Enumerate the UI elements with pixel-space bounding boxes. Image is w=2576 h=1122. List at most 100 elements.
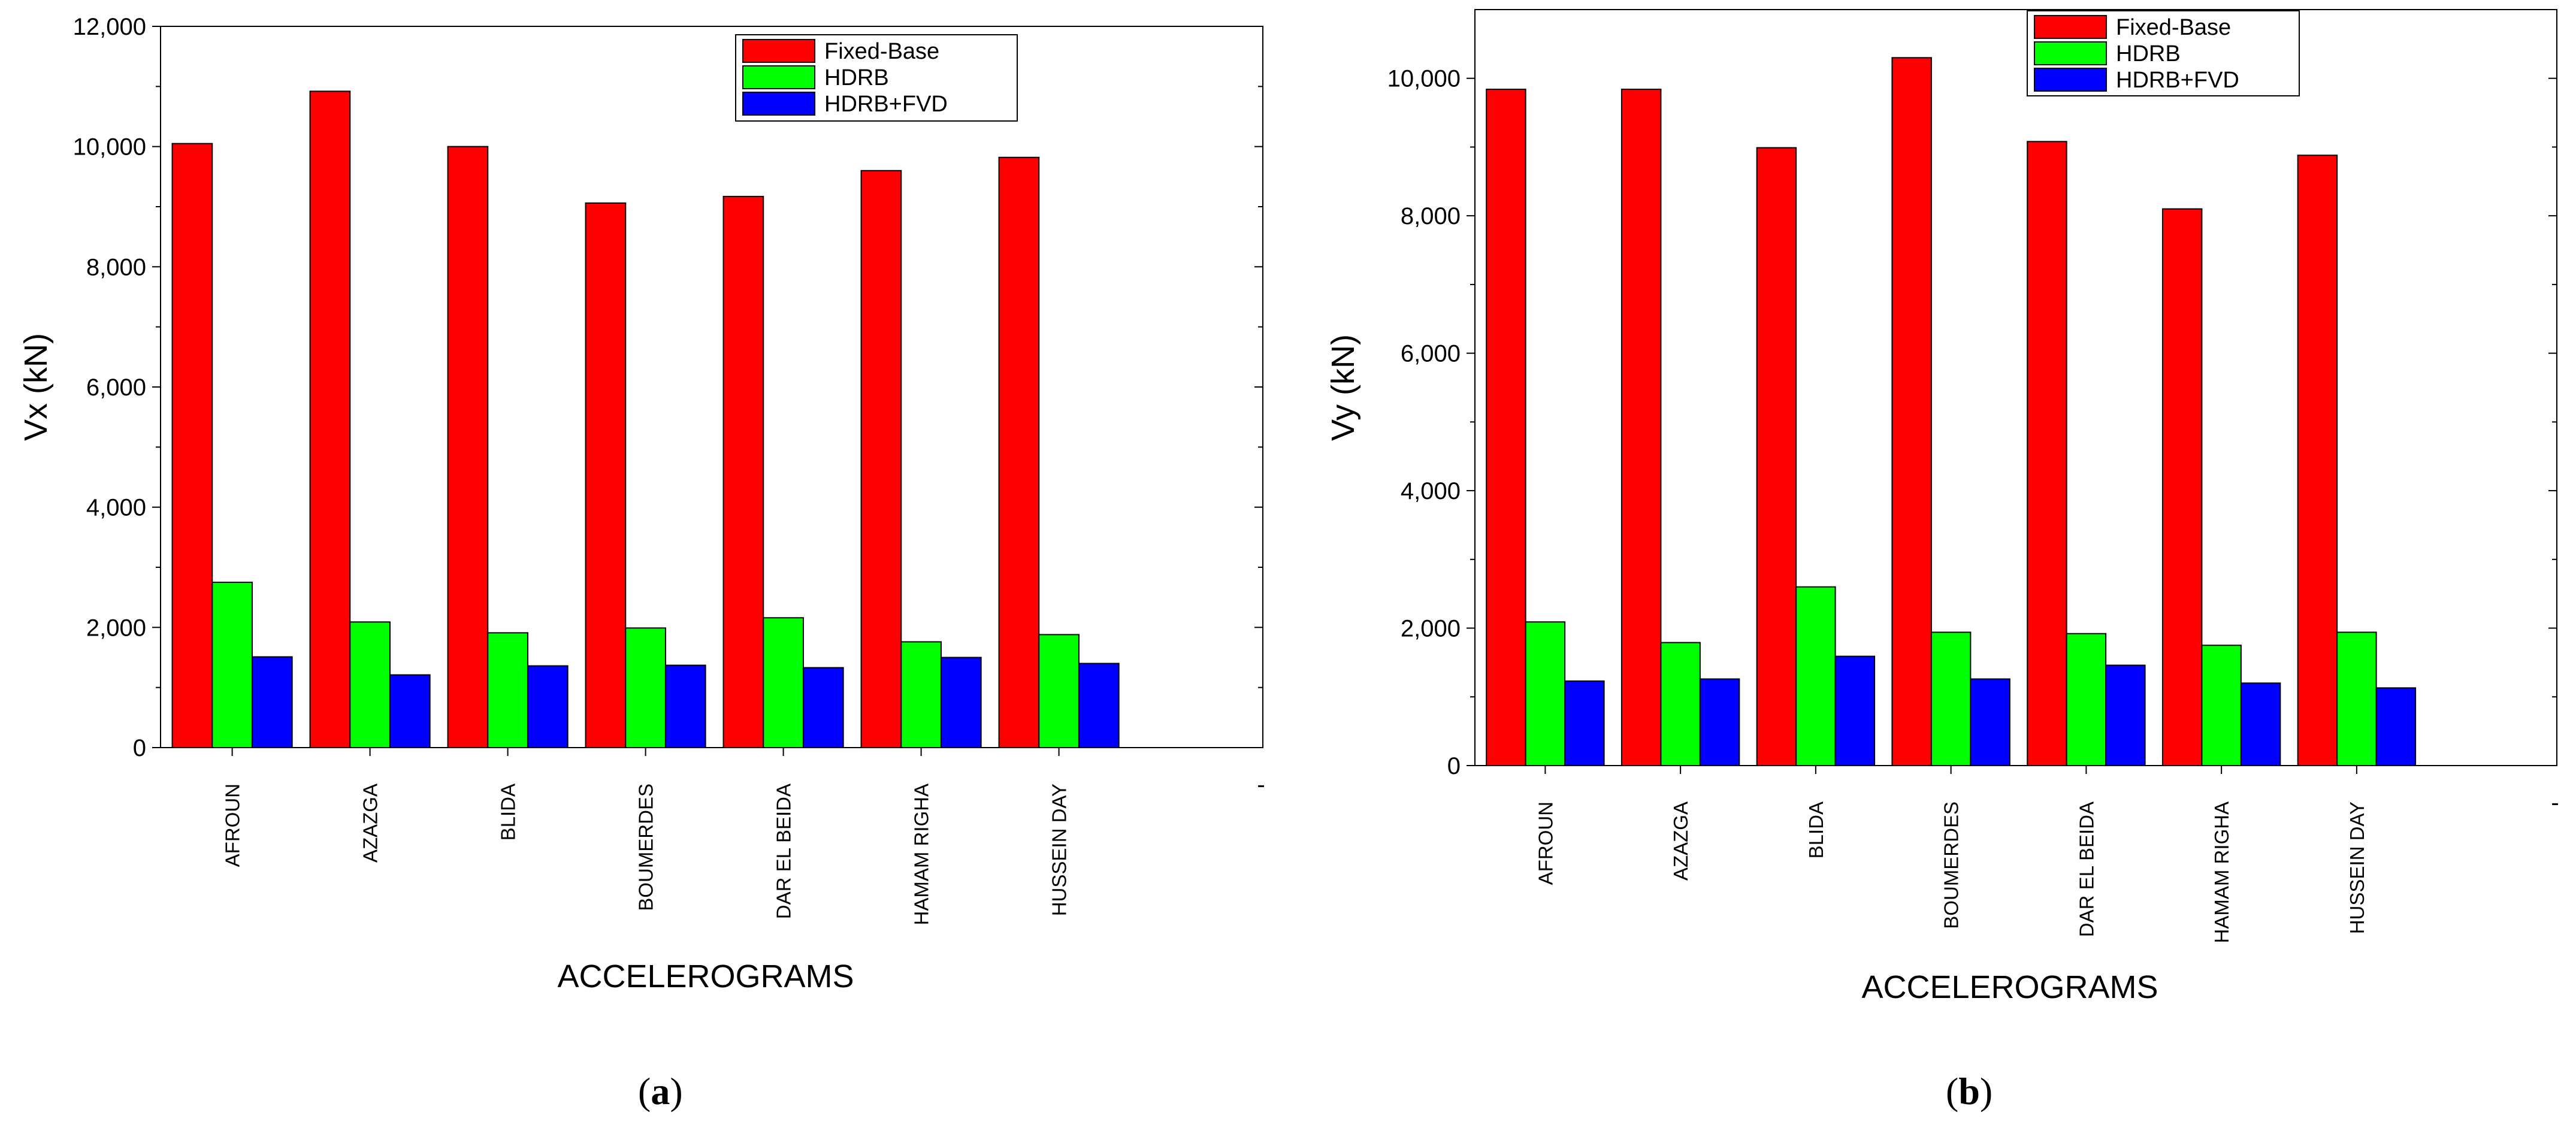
bar-fixed-base-dar-el-beida	[2027, 141, 2067, 766]
legend-swatch-hdrb-fvd	[742, 92, 815, 116]
x-extra-tick-label: -	[2551, 790, 2559, 816]
bar-hdrb-fvd-dar-el-beida	[802, 667, 844, 748]
y-tick-label: 10,000	[1387, 66, 1461, 92]
y-tick-label: 4,000	[1401, 478, 1461, 504]
x-tick-label: BOUMERDES	[1940, 802, 1963, 929]
bar-hdrb-boumerdes	[1930, 631, 1972, 766]
bar-hdrb-hamam-righa	[2201, 645, 2242, 767]
x-tick-label: AZAZGA	[1670, 802, 1692, 881]
bar-hdrb-fvd-hussein-day	[1078, 663, 1120, 748]
x-tick-label: BOUMERDES	[635, 784, 657, 911]
bar-hdrb-fvd-hamam-righa	[2240, 682, 2281, 766]
legend-swatch-hdrb	[2034, 41, 2107, 65]
x-axis-label: ACCELEROGRAMS	[1861, 969, 2158, 1005]
bar-hdrb-dar-el-beida	[2066, 633, 2107, 766]
bar-fixed-base-boumerdes	[1891, 57, 1932, 767]
legend-swatch-hdrb-fvd	[2034, 68, 2107, 92]
caption-paren-close: )	[1980, 1070, 1993, 1112]
x-tick-label: BLIDA	[497, 784, 519, 840]
bar-hdrb-fvd-boumerdes	[1970, 678, 2010, 766]
legend-label: Fixed-Base	[824, 39, 939, 64]
x-tick-label: BLIDA	[1805, 802, 1827, 858]
bar-fixed-base-dar-el-beida	[722, 195, 764, 748]
bar-fixed-base-azazga	[1620, 89, 1662, 767]
bar-fixed-base-boumerdes	[585, 202, 627, 749]
bar-fixed-base-hussein-day	[998, 156, 1040, 748]
bar-fixed-base-blida	[1756, 147, 1797, 767]
bar-hdrb-boumerdes	[625, 627, 666, 748]
x-tick-label: AFROUN	[1534, 802, 1556, 885]
bar-hdrb-afroun	[1525, 621, 1566, 766]
bar-hdrb-fvd-afroun	[1564, 680, 1605, 767]
bar-hdrb-hamam-righa	[900, 641, 942, 748]
chart-panel-b: 0 2,000 4,000 6,000 8,000 10,000 AFROUN AZAZGA B…	[1325, 9, 2559, 1112]
bar-fixed-base-hamam-righa	[2161, 208, 2203, 766]
bar-hdrb-fvd-dar-el-beida	[2105, 664, 2146, 766]
caption-paren-open: (	[638, 1070, 651, 1112]
caption-letter: b	[1958, 1070, 1980, 1112]
bar-hdrb-hussein-day	[2336, 631, 2377, 766]
y-tick-label: 2,000	[86, 615, 146, 641]
y-tick-label: 2,000	[1401, 616, 1461, 642]
x-tick-label: HAMAM RIGHA	[2211, 802, 2233, 943]
bar-hdrb-azazga	[1660, 642, 1701, 766]
caption-letter: a	[651, 1070, 670, 1112]
x-tick-label: AFROUN	[222, 784, 244, 867]
x-tick-label: DAR EL BEIDA	[2075, 802, 2097, 937]
bar-fixed-base-azazga	[309, 90, 351, 749]
bar-hdrb-fvd-afroun	[251, 656, 293, 749]
x-tick-label: HAMAM RIGHA	[911, 784, 933, 926]
bar-hdrb-fvd-hamam-righa	[940, 657, 982, 748]
y-tick-label: 8,000	[1401, 203, 1461, 229]
y-tick-label: 6,000	[1401, 341, 1461, 367]
bar-fixed-base-hussein-day	[2297, 155, 2338, 767]
y-tick-label: 8,000	[86, 254, 146, 280]
bar-fixed-base-afroun	[171, 143, 213, 748]
bar-hdrb-fvd-blida	[527, 665, 569, 748]
y-tick-label: 4,000	[86, 495, 146, 521]
y-tick-label: 0	[133, 735, 146, 761]
bar-hdrb-fvd-azazga	[389, 674, 431, 749]
caption-paren-close: )	[670, 1070, 682, 1112]
legend-swatch-fixed-base	[2034, 15, 2107, 39]
bar-hdrb-blida	[487, 632, 528, 748]
y-tick-label: 12,000	[73, 14, 146, 40]
x-tick-label: DAR EL BEIDA	[773, 784, 795, 919]
panel-caption: (a)	[638, 1070, 683, 1112]
x-tick-label: HUSSEIN DAY	[1048, 784, 1071, 916]
legend-swatch-fixed-base	[742, 39, 815, 63]
bar-hdrb-fvd-azazga	[1699, 678, 1740, 766]
y-axis-label: Vy (kN)	[1325, 334, 1361, 441]
x-axis-label: ACCELEROGRAMS	[557, 958, 854, 994]
legend-swatch-hdrb	[742, 65, 815, 89]
y-tick-label: 6,000	[86, 374, 146, 401]
bar-hdrb-azazga	[349, 621, 391, 749]
bar-hdrb-fvd-boumerdes	[664, 664, 706, 748]
legend-label: HDRB+FVD	[824, 92, 948, 117]
plot-frame	[1474, 9, 2557, 766]
bar-fixed-base-blida	[447, 146, 489, 748]
x-extra-tick-label: -	[1257, 772, 1265, 798]
bar-hdrb-afroun	[211, 582, 253, 748]
bar-hdrb-fvd-hussein-day	[2375, 687, 2417, 766]
chart-panel-a: 0 2,000 4,000 6,000 8,000 10,000 12,000 AFROUN A…	[18, 14, 1265, 1112]
bar-fixed-base-afroun	[1486, 89, 1526, 767]
y-axis-label: Vx (kN)	[18, 333, 54, 441]
bar-hdrb-blida	[1795, 586, 1836, 767]
bar-hdrb-hussein-day	[1038, 634, 1080, 748]
x-tick-label: AZAZGA	[359, 784, 382, 863]
caption-paren-open: (	[1946, 1070, 1958, 1112]
panel-caption: (b)	[1946, 1070, 1993, 1112]
y-tick-label: 0	[1447, 753, 1461, 779]
legend-label: HDRB+FVD	[2116, 68, 2239, 93]
y-tick-label: 10,000	[73, 134, 146, 161]
legend-label: HDRB	[824, 65, 889, 90]
x-tick-label: HUSSEIN DAY	[2346, 802, 2368, 934]
bar-hdrb-fvd-blida	[1834, 655, 1876, 766]
bar-fixed-base-hamam-righa	[860, 170, 902, 748]
legend-label: HDRB	[2116, 41, 2181, 66]
bar-hdrb-dar-el-beida	[763, 617, 804, 749]
